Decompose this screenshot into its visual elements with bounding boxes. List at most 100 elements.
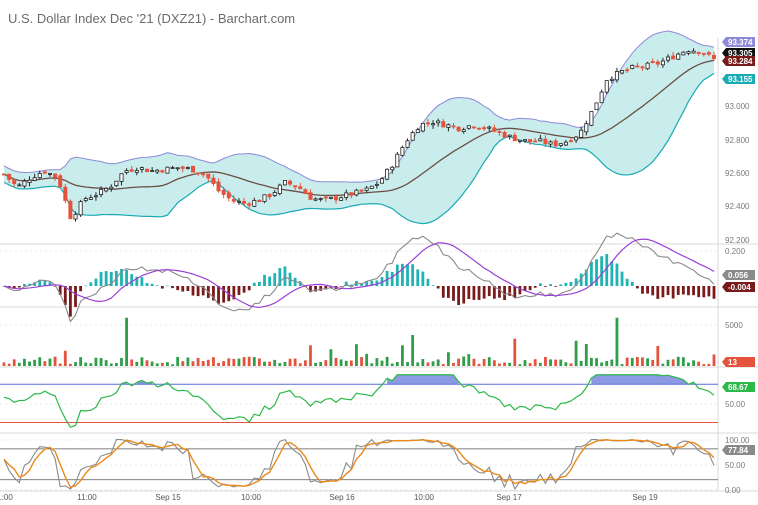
candle-body <box>477 127 482 130</box>
candle-body <box>482 127 487 130</box>
stoch-d-line <box>3 439 715 488</box>
macd-histogram-bar <box>237 286 241 295</box>
candle-body <box>533 140 538 143</box>
macd-histogram-bar <box>196 286 200 297</box>
candle-body <box>441 121 446 128</box>
volume-bar <box>702 364 706 366</box>
candle-body <box>155 169 160 173</box>
volume-bar <box>395 362 399 366</box>
candle-body <box>379 178 384 184</box>
volume-bar <box>48 358 52 366</box>
candle-body <box>93 195 98 198</box>
volume-bar <box>492 360 496 366</box>
candle-body <box>2 173 7 176</box>
volume-bar <box>712 354 716 366</box>
candle-body <box>431 123 436 126</box>
value-badge-label: 77.84 <box>728 446 749 455</box>
candle-body <box>272 192 277 196</box>
macd-histogram-bar <box>584 269 588 286</box>
volume-bar <box>446 352 450 366</box>
macd-histogram-bar <box>406 264 409 286</box>
candle-body <box>538 138 543 142</box>
macd-histogram-bar <box>365 281 369 286</box>
candle-body <box>124 170 129 173</box>
macd-histogram-bar <box>712 286 716 299</box>
volume-bar <box>620 364 624 366</box>
volume-bar <box>334 357 338 366</box>
stoch-k-line <box>3 438 715 491</box>
volume-bar <box>564 362 568 366</box>
volume-bar <box>697 361 701 366</box>
candle-body <box>712 54 717 59</box>
candle-body <box>328 196 333 199</box>
chart-title: U.S. Dollar Index Dec '21 (DXZ21) - Barc… <box>8 11 295 26</box>
volume-bar <box>196 357 200 366</box>
candle-body <box>676 53 681 60</box>
macd-histogram-bar <box>426 278 430 286</box>
y-tick-label: 92.600 <box>725 169 750 178</box>
volume-bar <box>528 363 532 366</box>
volume-bar <box>222 361 226 366</box>
macd-histogram-bar <box>579 273 583 286</box>
volume-bar <box>232 358 236 366</box>
candle-body <box>696 51 701 54</box>
macd-histogram-bar <box>84 285 88 287</box>
value-badge <box>722 270 755 280</box>
y-tick-label: 5000 <box>725 321 743 330</box>
candle-body <box>267 193 272 198</box>
candle-body <box>410 132 415 141</box>
candle-body <box>645 62 650 70</box>
macd-histogram-bar <box>349 284 353 286</box>
volume-bar <box>38 357 42 366</box>
candle-body <box>160 170 165 173</box>
macd-histogram-bar <box>671 286 675 299</box>
candle-body <box>487 126 492 129</box>
value-badge <box>722 48 755 58</box>
volume-bar <box>191 361 195 366</box>
candle-body <box>369 185 374 189</box>
candle-body <box>599 91 604 104</box>
macd-histogram-bar <box>436 286 440 289</box>
candle-body <box>226 192 231 199</box>
volume-bar <box>135 361 139 366</box>
value-badge <box>722 382 755 392</box>
macd-histogram-bar <box>63 286 67 305</box>
macd-histogram-bar <box>273 273 277 286</box>
candle-body <box>405 140 410 148</box>
value-badge <box>722 282 755 292</box>
candle-body <box>63 186 68 201</box>
macd-histogram-bar <box>452 286 455 301</box>
macd-histogram-bar <box>186 286 190 292</box>
y-tick-label: 0.200 <box>725 247 746 256</box>
macd-histogram-bar <box>477 286 481 300</box>
candle-body <box>425 122 430 125</box>
volume-bar <box>533 359 537 366</box>
candle-body <box>517 139 522 142</box>
candle-body <box>206 173 211 179</box>
volume-bar <box>503 362 506 366</box>
macd-histogram-bar <box>625 278 629 286</box>
macd-histogram-bar <box>615 263 619 286</box>
candle-body <box>17 184 22 187</box>
value-badge-label: 68.67 <box>728 383 749 392</box>
macd-histogram-bar <box>140 277 144 286</box>
candle-body <box>512 134 517 142</box>
volume-bar <box>646 358 649 366</box>
candle-body <box>42 171 47 174</box>
macd-histogram-bar <box>232 286 236 300</box>
macd-histogram-bar <box>666 286 670 296</box>
volume-bar <box>17 362 21 366</box>
macd-histogram-bar <box>441 286 445 298</box>
volume-bar <box>365 353 369 366</box>
candle-body <box>650 61 655 64</box>
volume-bar <box>390 363 394 366</box>
value-badge <box>722 56 755 66</box>
candle-body <box>190 165 195 173</box>
volume-bar <box>58 363 62 366</box>
candle-body <box>502 131 507 138</box>
moving-average-line <box>3 59 715 197</box>
x-tick-label: 10:00 <box>241 493 262 502</box>
macd-histogram-bar <box>533 286 537 288</box>
x-tick-label: Sep 19 <box>632 493 658 502</box>
volume-bar <box>411 334 415 366</box>
